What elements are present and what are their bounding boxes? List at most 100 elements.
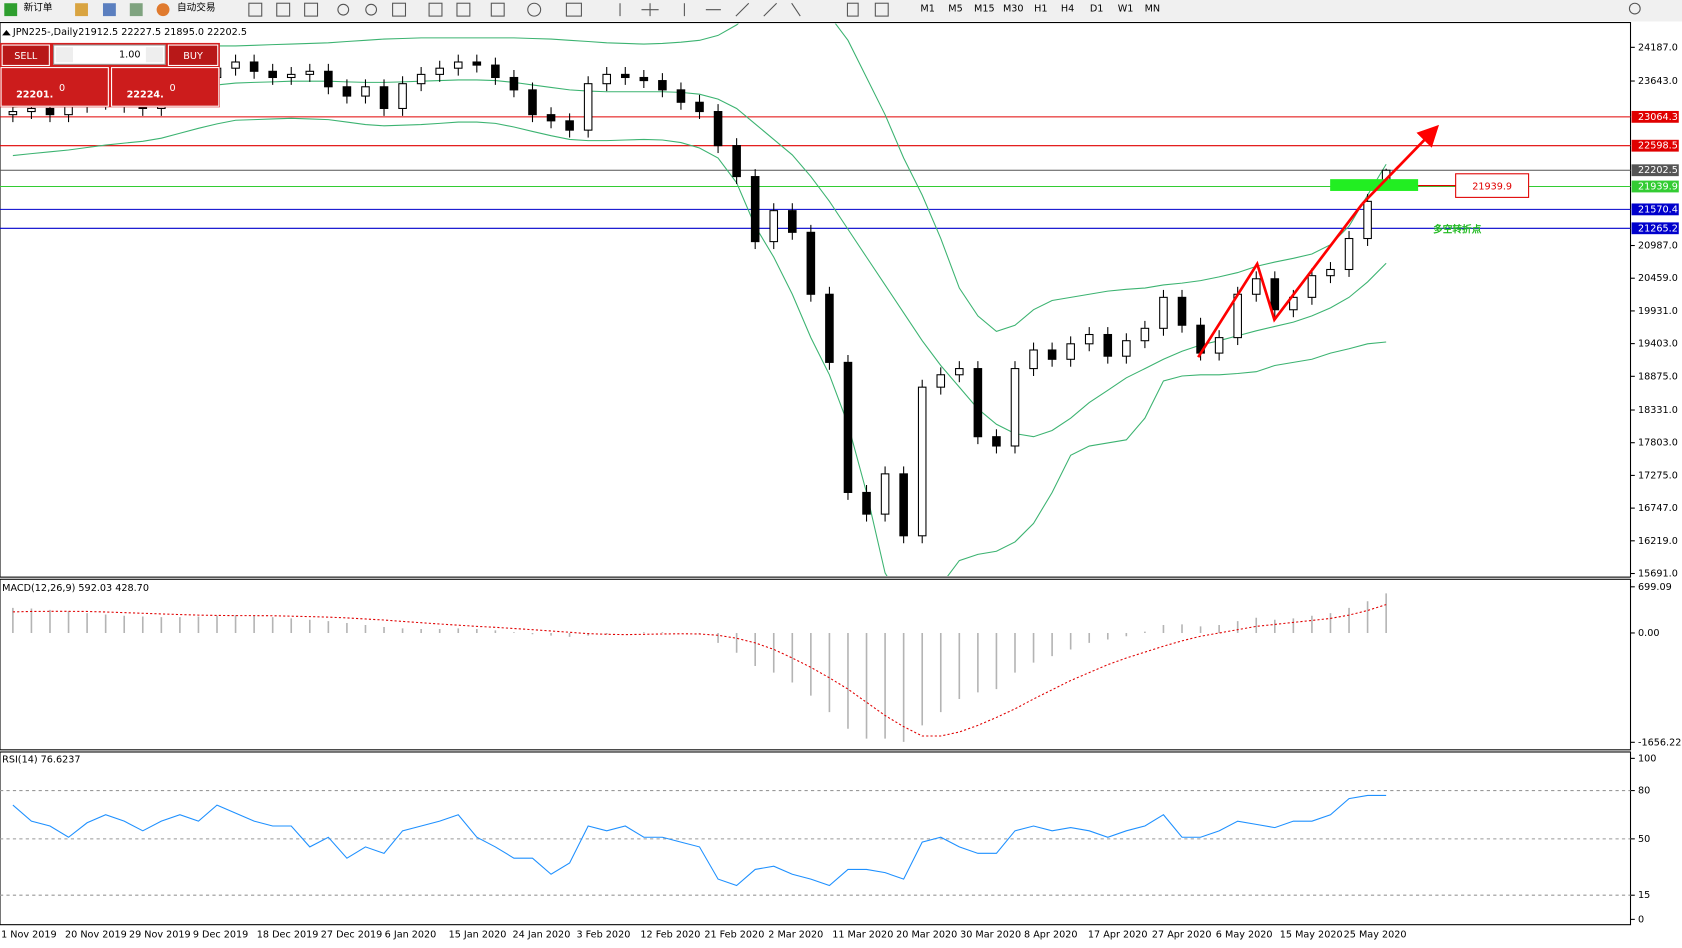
buy-label[interactable]: BUY (183, 51, 203, 62)
x-tick-label: 6 May 2020 (1216, 929, 1273, 940)
candle-body (639, 76, 649, 82)
candle-body (379, 86, 389, 109)
x-tick-label: 15 May 2020 (1280, 929, 1343, 940)
candle-body (416, 73, 426, 85)
search-icon[interactable] (1628, 2, 1641, 15)
level-annotation: 21939.9 (1472, 182, 1512, 193)
timeframe-button[interactable]: M30 (1003, 4, 1024, 15)
candle-body (268, 70, 277, 79)
price-level-tag (1631, 222, 1679, 235)
candle-body (472, 61, 482, 66)
x-tick-label: 18 Dec 2019 (257, 929, 319, 940)
buy-button[interactable] (167, 44, 219, 66)
candle-body (286, 73, 296, 79)
candle-body (1177, 296, 1187, 326)
symbol-label: JPN225-,Daily (12, 27, 79, 38)
tool-icon[interactable] (565, 2, 582, 17)
y-tick-label: 16747.0 (1638, 503, 1678, 514)
candle-body (1289, 296, 1298, 311)
ask-box[interactable] (111, 67, 220, 107)
sell-button[interactable] (1, 44, 50, 66)
trend-path (1197, 203, 1364, 358)
y-tick-label: 50 (1638, 834, 1650, 845)
timeframe-button[interactable]: M1 (920, 4, 934, 15)
y-tick-label: 19403.0 (1638, 339, 1678, 350)
timeframe-button[interactable]: H1 (1034, 4, 1047, 15)
tool-icon[interactable] (846, 2, 859, 17)
candle-body (936, 374, 946, 388)
timeframe-button[interactable]: M15 (974, 4, 995, 15)
price-level-tag (1631, 110, 1679, 123)
ask-price[interactable]: 22224. (127, 89, 164, 100)
zoom-out[interactable] (365, 3, 378, 16)
macd-panel (0, 578, 1632, 751)
turning-point-note: 多空转折点 (1433, 224, 1482, 236)
x-tick-label: 9 Dec 2019 (193, 929, 248, 940)
lot-up[interactable] (145, 47, 164, 63)
lot-field[interactable] (53, 44, 166, 65)
tool-icon[interactable] (874, 2, 889, 17)
price-level-label: 21265.2 (1638, 223, 1678, 234)
auto-trade-button[interactable]: 自动交易 (177, 2, 216, 14)
candle-body (509, 76, 519, 91)
x-tick-label: 24 Jan 2020 (513, 929, 571, 940)
candle-body (713, 111, 723, 147)
tool-icon[interactable] (490, 2, 505, 17)
tool-icon[interactable] (304, 2, 319, 17)
new-order-button[interactable]: 新订单 (24, 2, 53, 14)
toolbar-tools (248, 2, 1641, 17)
candle-body (1159, 296, 1168, 329)
candle-body (732, 145, 741, 178)
price-level-tag (1631, 139, 1679, 152)
y-tick-label: 20459.0 (1638, 273, 1678, 284)
candle-body (843, 361, 853, 493)
y-tick-label: 18331.0 (1638, 405, 1678, 416)
main-panel (0, 22, 1632, 578)
candle-body (1047, 349, 1057, 360)
y-tick-label: 15691.0 (1638, 569, 1678, 580)
toolbar-icon[interactable] (129, 3, 143, 17)
rsi-plot (0, 790, 1631, 896)
toolbar-icon[interactable] (102, 3, 116, 17)
tool-icon[interactable] (248, 2, 263, 17)
x-tick-label: 17 Apr 2020 (1088, 929, 1148, 940)
y-tick-label: 23643.0 (1638, 76, 1678, 87)
timeframe-button[interactable]: D1 (1090, 4, 1104, 15)
lot-down[interactable] (55, 47, 73, 63)
lot-value[interactable]: 1.00 (119, 50, 140, 61)
tool-icon[interactable] (276, 2, 291, 17)
x-tick-label: 20 Mar 2020 (896, 929, 957, 940)
bid-pip[interactable]: 0 (59, 83, 65, 94)
candle-body (973, 368, 983, 438)
bid-box[interactable] (0, 67, 109, 107)
bid-price[interactable]: 22201. (16, 89, 53, 100)
drawing-tools[interactable] (619, 2, 801, 17)
timeframe-button[interactable]: MN (1145, 4, 1161, 15)
y-tick-label: 0 (1638, 914, 1644, 925)
candle-body (955, 368, 964, 376)
ask-pip[interactable]: 0 (169, 83, 175, 94)
timeframe-button[interactable]: M5 (948, 4, 962, 15)
x-tick-label: 20 Nov 2019 (65, 929, 127, 940)
tool-icon[interactable] (392, 2, 407, 17)
timeframe-button[interactable]: H4 (1061, 4, 1074, 15)
new-order-icon[interactable] (4, 3, 18, 17)
tool-icon[interactable] (456, 2, 471, 17)
x-tick-label: 25 May 2020 (1344, 929, 1407, 940)
zoom-in[interactable] (337, 3, 350, 16)
auto-trade-icon[interactable] (156, 3, 170, 17)
tool-icon[interactable] (527, 2, 542, 17)
candle-body (1140, 327, 1150, 342)
toolbar-icon[interactable] (75, 3, 88, 17)
sell-label[interactable]: SELL (14, 51, 38, 62)
candle-body (825, 293, 834, 363)
candle-body (1344, 237, 1354, 271)
candle-body (620, 73, 630, 79)
candle-body (1307, 275, 1317, 298)
candle-body (546, 114, 556, 122)
y-tick-label: 20987.0 (1638, 241, 1678, 252)
timeframe-button[interactable]: W1 (1118, 4, 1134, 15)
y-tick-label: 699.09 (1638, 582, 1672, 593)
candle-body (249, 61, 259, 72)
tool-icon[interactable] (428, 2, 443, 17)
